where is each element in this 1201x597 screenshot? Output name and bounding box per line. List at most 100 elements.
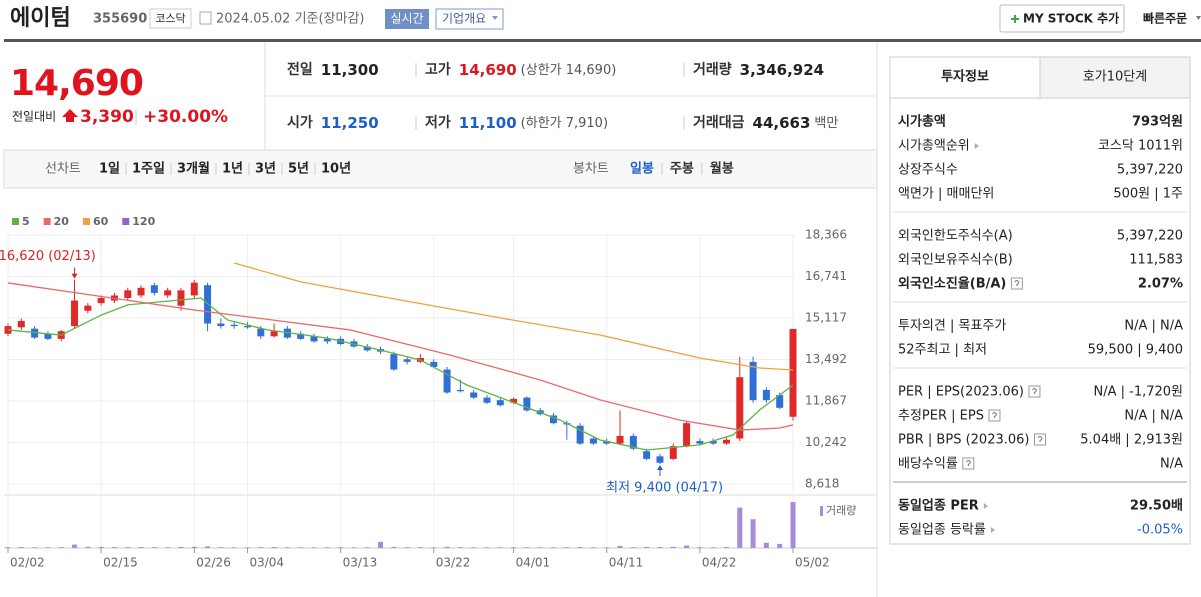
- info-label: 시가총액: [898, 114, 946, 130]
- info-value: 코스닥 1011위: [1098, 139, 1183, 154]
- x-tick-label: 05/02: [795, 556, 830, 570]
- base-date: 2024.05.02 기준(장마감): [216, 12, 365, 27]
- info-value: N/A: [1160, 457, 1183, 472]
- volume-bar: [524, 547, 530, 548]
- panel-tab[interactable]: 투자정보: [941, 69, 989, 85]
- top-rule: [4, 39, 1201, 42]
- volume-bar: [577, 547, 583, 548]
- candle-body: [523, 397, 531, 411]
- chart-tab-bar: [3, 149, 878, 189]
- current-price: 14,690: [10, 63, 143, 104]
- volume-bar: [298, 547, 304, 548]
- stat-label: 저가: [425, 115, 451, 131]
- info-label: 배당수익률: [898, 457, 958, 472]
- volume-bar: [391, 546, 397, 548]
- stat-value: 11,250: [321, 114, 379, 132]
- moving-average: [234, 262, 794, 371]
- volume-bar: [564, 547, 570, 548]
- candle-body: [456, 389, 464, 392]
- volume-label: 거래량: [826, 504, 856, 517]
- period-tab[interactable]: 월봉: [710, 161, 734, 177]
- legend-label: 5: [22, 215, 30, 228]
- stat-value: 44,663: [753, 114, 811, 132]
- legend-swatch: [43, 218, 51, 225]
- info-value: 5,397,220: [1117, 229, 1183, 244]
- my-stock[interactable]: MY STOCK 추가: [1023, 11, 1119, 26]
- candle-body: [177, 290, 185, 306]
- period-tab[interactable]: 1주일: [132, 162, 165, 177]
- candle-body: [137, 287, 145, 296]
- stat-note: (하한가 7,910): [521, 116, 608, 131]
- company-info-button[interactable]: [435, 8, 504, 30]
- period-tab[interactable]: 3개월: [177, 161, 210, 177]
- stat-note: (상한가 14,690): [521, 63, 617, 78]
- period-tab[interactable]: 5년: [288, 162, 309, 177]
- x-tick-label: 04/01: [516, 556, 551, 570]
- volume-bar: [777, 543, 783, 548]
- candle-body: [190, 282, 198, 296]
- candle-body: [217, 323, 225, 327]
- candle-body: [403, 359, 411, 362]
- info-label: 외국인소진율(B/A): [898, 276, 1006, 292]
- y-tick-label: 11,867: [805, 394, 847, 408]
- info-value: 500원 | 1주: [1113, 187, 1183, 202]
- company-info[interactable]: 기업개요: [442, 12, 486, 26]
- tab-active[interactable]: [889, 56, 1041, 99]
- volume-bar: [790, 502, 796, 548]
- candle-body: [550, 415, 558, 424]
- x-tick-label: 04/22: [702, 556, 737, 570]
- candle-body: [84, 305, 92, 311]
- quick-order[interactable]: 빠른주문: [1143, 11, 1187, 26]
- candle-body: [44, 333, 52, 339]
- candle-body: [603, 441, 611, 444]
- candle-body: [257, 328, 265, 337]
- volume-bar: [710, 547, 716, 548]
- volume-bar: [497, 547, 503, 548]
- volume-bar: [444, 546, 450, 548]
- panel-tab[interactable]: 호가10단계: [1083, 70, 1147, 85]
- candle-body: [789, 328, 797, 417]
- period-tab[interactable]: 일봉: [630, 162, 654, 177]
- volume-bar: [630, 547, 636, 548]
- tab[interactable]: [1039, 56, 1191, 99]
- candle-body: [124, 290, 132, 298]
- x-tick-label: 02/26: [196, 556, 231, 570]
- x-tick-label: 03/22: [436, 556, 471, 570]
- candle-body: [762, 389, 770, 401]
- period-tab[interactable]: 3년: [255, 162, 276, 177]
- y-tick-label: 13,492: [805, 352, 847, 366]
- legend-swatch: [122, 218, 130, 225]
- legend-swatch: [820, 506, 823, 516]
- candle-body: [390, 354, 398, 370]
- info-label: 상장주식수: [898, 163, 958, 178]
- period-tab[interactable]: 1년: [222, 162, 243, 177]
- stat-note: 백만: [814, 116, 838, 131]
- volume-bar: [484, 547, 490, 548]
- volume-bar: [338, 547, 344, 548]
- volume-bar: [311, 547, 317, 548]
- period-tab[interactable]: 10년: [321, 162, 351, 177]
- volume-bar: [271, 547, 277, 548]
- info-label: 시가총액순위: [898, 139, 970, 154]
- volume-bar: [378, 541, 384, 548]
- period-tab[interactable]: 1일: [99, 162, 120, 177]
- volume-bar: [551, 547, 557, 548]
- volume-bar: [5, 547, 11, 548]
- volume-bar: [590, 547, 596, 548]
- volume-bar: [18, 547, 24, 548]
- help-glyph: [992, 412, 997, 418]
- legend-swatch: [12, 218, 19, 225]
- legend-label: 20: [54, 215, 70, 228]
- realtime-badge[interactable]: [385, 9, 429, 29]
- volume-bar: [750, 519, 756, 548]
- my-stock-button[interactable]: [999, 4, 1125, 33]
- candle-body: [470, 392, 478, 398]
- annotation-arrowhead: [71, 273, 78, 279]
- volume-bar: [191, 546, 197, 548]
- candle-body: [150, 285, 158, 293]
- info-label: 추정PER | EPS: [898, 409, 984, 424]
- period-tab[interactable]: 주봉: [670, 162, 694, 177]
- realtime[interactable]: 실시간: [390, 12, 423, 26]
- x-tick-label: 04/11: [609, 556, 644, 570]
